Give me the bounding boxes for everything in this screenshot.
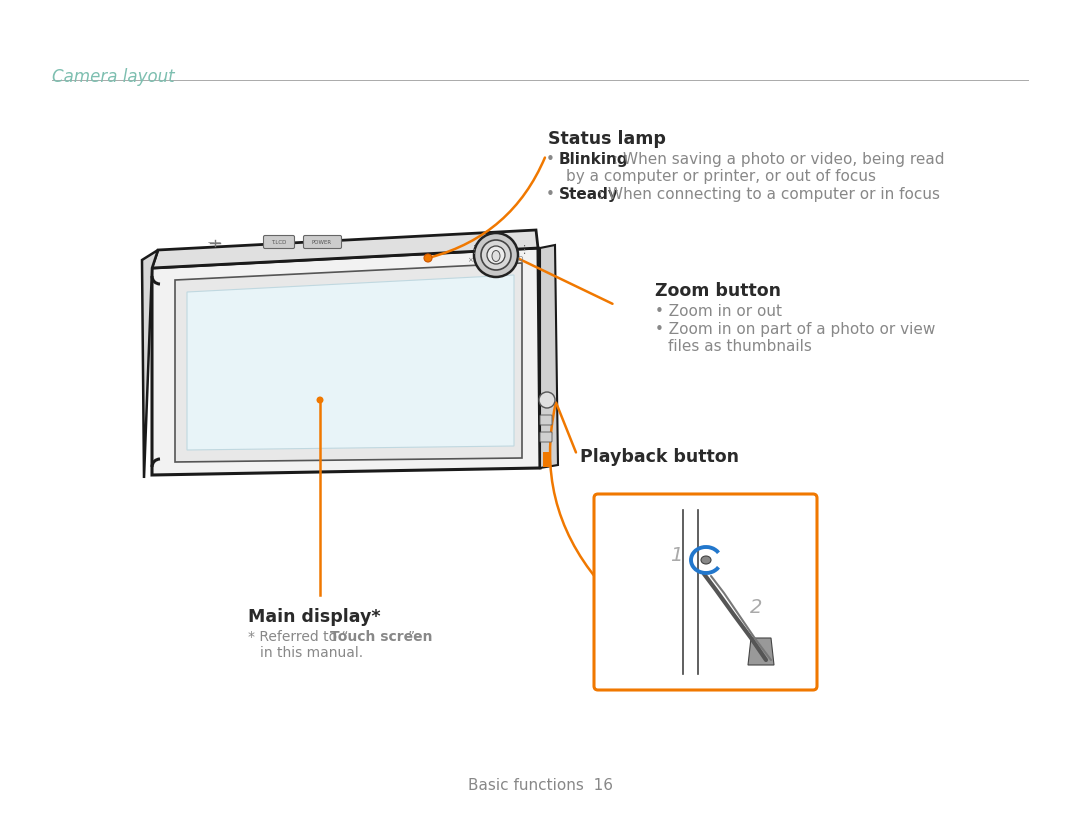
- Text: •: •: [546, 152, 559, 167]
- Text: •: •: [546, 187, 559, 202]
- Polygon shape: [152, 248, 540, 475]
- Text: by a computer or printer, or out of focus: by a computer or printer, or out of focu…: [566, 169, 876, 184]
- Text: Zoom button: Zoom button: [654, 282, 781, 300]
- Polygon shape: [141, 250, 158, 478]
- Polygon shape: [540, 245, 558, 468]
- Polygon shape: [175, 263, 522, 462]
- Text: Main display*: Main display*: [248, 608, 380, 626]
- Text: files as thumbnails: files as thumbnails: [669, 339, 812, 354]
- Text: in this manual.: in this manual.: [260, 646, 363, 660]
- Text: POWER: POWER: [312, 240, 332, 244]
- Text: ”: ”: [408, 630, 415, 644]
- Circle shape: [316, 397, 324, 403]
- FancyBboxPatch shape: [540, 415, 552, 425]
- Text: Blinking: Blinking: [559, 152, 629, 167]
- Ellipse shape: [701, 556, 711, 564]
- Text: : When connecting to a computer or in focus: : When connecting to a computer or in fo…: [598, 187, 940, 202]
- Text: Playback button: Playback button: [580, 448, 739, 466]
- Text: Q: Q: [518, 256, 524, 262]
- Text: ×: ×: [467, 257, 473, 263]
- Circle shape: [481, 240, 511, 270]
- Text: 1: 1: [670, 546, 683, 565]
- Polygon shape: [187, 275, 514, 450]
- Polygon shape: [152, 230, 538, 268]
- Circle shape: [474, 233, 518, 277]
- Circle shape: [487, 246, 505, 264]
- Text: Status lamp: Status lamp: [548, 130, 666, 148]
- FancyBboxPatch shape: [540, 432, 552, 442]
- Polygon shape: [748, 638, 774, 665]
- Ellipse shape: [492, 250, 500, 262]
- Text: Steady: Steady: [559, 187, 619, 202]
- Text: ⋮: ⋮: [468, 245, 480, 255]
- Text: T.LCD: T.LCD: [271, 240, 286, 244]
- Text: 2: 2: [750, 598, 762, 617]
- Circle shape: [539, 392, 555, 408]
- Text: • Zoom in on part of a photo or view: • Zoom in on part of a photo or view: [654, 322, 935, 337]
- Text: ⋮: ⋮: [518, 245, 529, 255]
- FancyBboxPatch shape: [594, 494, 816, 690]
- Text: Camera layout: Camera layout: [52, 68, 175, 86]
- FancyBboxPatch shape: [264, 236, 295, 249]
- Circle shape: [424, 254, 432, 262]
- Text: • Zoom in or out: • Zoom in or out: [654, 304, 782, 319]
- FancyBboxPatch shape: [303, 236, 341, 249]
- Text: ——: ——: [208, 239, 222, 245]
- Text: Touch screen: Touch screen: [330, 630, 432, 644]
- Text: Basic functions  16: Basic functions 16: [468, 778, 612, 793]
- Bar: [543, 452, 551, 467]
- Text: : When saving a photo or video, being read: : When saving a photo or video, being re…: [613, 152, 945, 167]
- Text: * Referred to “: * Referred to “: [248, 630, 349, 644]
